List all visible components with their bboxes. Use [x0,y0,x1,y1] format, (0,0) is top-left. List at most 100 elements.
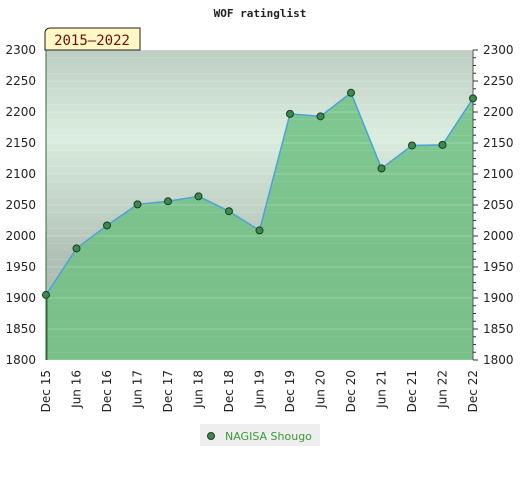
background-band [46,205,473,213]
x-tick-label: Dec 15 [39,370,53,412]
y-tick-label-left: 2000 [5,229,36,243]
y-tick-label-left: 2200 [5,105,36,119]
period-badge: 2015–2022 [44,27,141,51]
area-band [46,352,473,360]
background-band [46,96,473,105]
background-band [46,127,473,136]
y-tick-label-left: 1950 [5,260,36,274]
data-point [72,244,81,253]
background-band [46,119,473,128]
x-tick-label: Jun 18 [192,370,206,409]
y-tick-label-right: 2150 [483,136,514,150]
background-band [46,73,473,81]
x-tick-label: Jun 17 [131,370,145,409]
x-tick-label: Dec 19 [283,370,297,412]
background-band [46,166,473,174]
background-band [46,174,473,182]
data-point [347,88,355,97]
x-tick-label: Jun 20 [314,370,328,409]
area-band [46,336,473,345]
y-tick-label-right: 2200 [483,105,514,119]
data-point [42,290,50,299]
area-band [46,290,473,298]
background-band [46,197,473,205]
background-band [46,212,473,221]
area-band [46,305,473,314]
y-tick-label-right: 1800 [483,353,514,367]
area-band [46,251,473,260]
grid-lines [46,49,473,361]
background-band [46,81,473,89]
background-band [46,189,473,198]
data-point [103,221,111,230]
y-tick-label-left: 2300 [5,43,36,57]
x-tick-label: Jun 16 [70,370,84,409]
background-band [46,220,473,229]
y-tick-label-right: 2000 [483,229,514,243]
x-tick-label: Dec 16 [100,370,114,412]
legend-label: NAGISA Shougo [225,430,312,443]
x-tick-label: Dec 18 [222,370,236,412]
y-tick-label-left: 1900 [5,291,36,305]
area-band [46,267,473,275]
area-band [46,243,473,252]
x-tick-label: Dec 17 [161,370,175,412]
area-band [46,313,473,322]
background-band [46,143,473,151]
data-point [408,141,416,150]
data-point [438,140,447,149]
x-axis: Dec 15 Jun 16 Dec 16 Jun 17 Dec 17 Jun 18 Dec … [39,370,480,412]
background-band [46,112,473,120]
area-band [46,259,473,267]
x-tick-label: Dec 21 [405,370,419,412]
area-band [46,298,473,306]
area-band [46,344,473,353]
period-badge-text: 2015–2022 [54,33,130,49]
x-tick-label: Dec 20 [344,370,358,412]
x-tick-label: Jun 19 [253,370,267,409]
y-axis-left: 1800 1850 1900 1950 2000 2050 2100 2150 2200 2250… [5,43,36,367]
chart-title: WOF ratinglist [214,7,307,20]
y-tick-label-right: 2100 [483,167,514,181]
y-tick-label-left: 2150 [5,136,36,150]
background-band [46,65,473,74]
legend: NAGISA Shougo [200,424,320,446]
y-tick-label-right: 1900 [483,291,514,305]
y-axis-right: 1800 1850 1900 1950 2000 2050 2100 2150 2200 2250… [483,43,514,367]
data-point [225,207,233,216]
x-tick-label: Jun 22 [436,370,450,409]
y-tick-label-left: 2250 [5,74,36,88]
data-point [133,200,142,209]
y-tick-label-right: 2250 [483,74,514,88]
background-band [46,135,473,143]
data-points [42,88,477,299]
background-band [46,158,473,167]
area-band [46,329,473,337]
area-band [46,282,473,291]
y-tick-label-left: 2100 [5,167,36,181]
background-band [46,57,473,66]
area-band [46,321,473,329]
background-band [46,150,473,159]
background-band [46,50,473,58]
background-band [46,104,473,112]
area-band [46,274,473,283]
y-tick-label-left: 2050 [5,198,36,212]
y-tick-label-left: 1800 [5,353,36,367]
y-tick-label-left: 1850 [5,322,36,336]
background-band [46,88,473,97]
background-band [46,181,473,190]
data-point [316,112,325,121]
data-point [377,164,386,173]
x-tick-label: Dec 22 [466,370,480,412]
legend-marker [207,432,215,440]
data-point [164,197,172,206]
data-point [194,192,203,201]
y-tick-label-right: 1850 [483,322,514,336]
y-tick-label-right: 2050 [483,198,514,212]
x-tick-label: Jun 21 [375,370,389,409]
data-point [469,94,477,103]
area-band [46,236,473,244]
y-tick-label-right: 1950 [483,260,514,274]
